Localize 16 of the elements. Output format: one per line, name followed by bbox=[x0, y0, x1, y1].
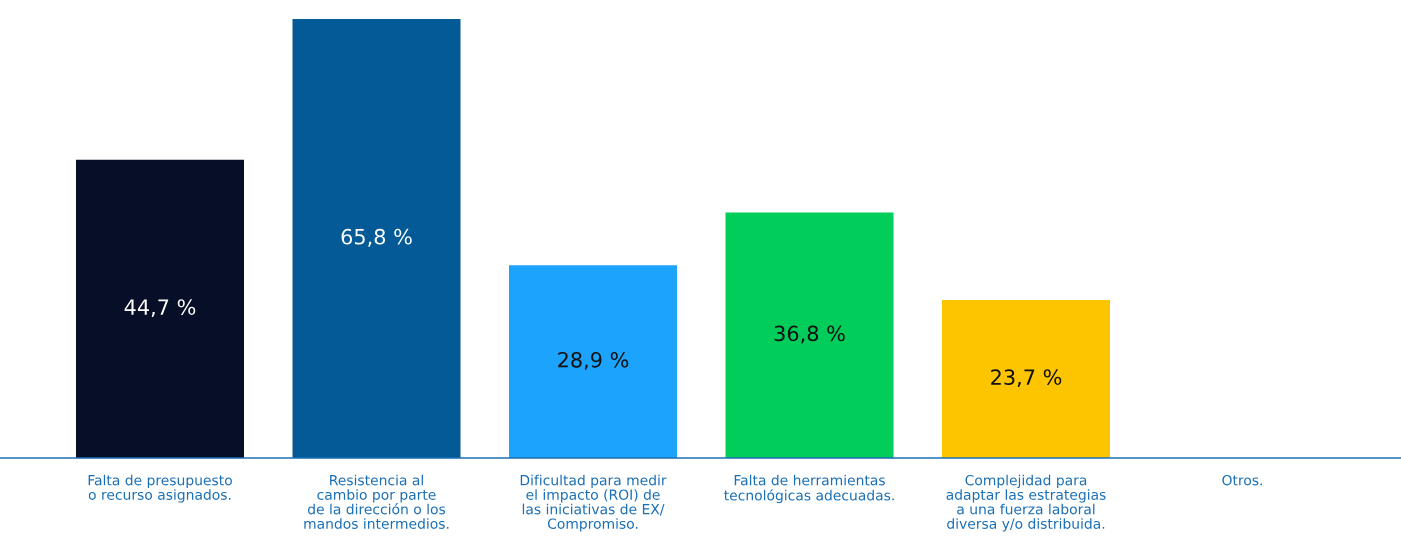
data-label: 65,8 % bbox=[341, 228, 412, 247]
data-label: 28,9 % bbox=[558, 351, 629, 370]
x-tick-label: Resistencia al cambio por parte de la dirección o los mandos intermedios. bbox=[304, 474, 449, 529]
data-label: 23,7 % bbox=[991, 369, 1062, 388]
x-tick-label: Dificultad para medir el impacto (ROI) de las iniciativas de EX/ Compromiso. bbox=[520, 474, 667, 532]
bar bbox=[75, 159, 244, 458]
x-tick-label: Otros. bbox=[1222, 474, 1262, 486]
bar bbox=[942, 299, 1111, 458]
x-tick-label: Complejidad para adaptar las estrategias a una fuerza laboral diversa y/o distribuida. bbox=[946, 474, 1106, 532]
data-label: 36,8 % bbox=[774, 325, 845, 344]
data-label: 44,7 % bbox=[124, 299, 196, 318]
x-tick-label: Falta de presupuesto o recurso asignados. bbox=[88, 474, 232, 503]
bar bbox=[725, 212, 894, 458]
bar bbox=[509, 265, 678, 458]
bar bbox=[292, 19, 461, 458]
x-tick-label: Falta de herramientas tecnológicas adecuadas. bbox=[724, 474, 894, 504]
